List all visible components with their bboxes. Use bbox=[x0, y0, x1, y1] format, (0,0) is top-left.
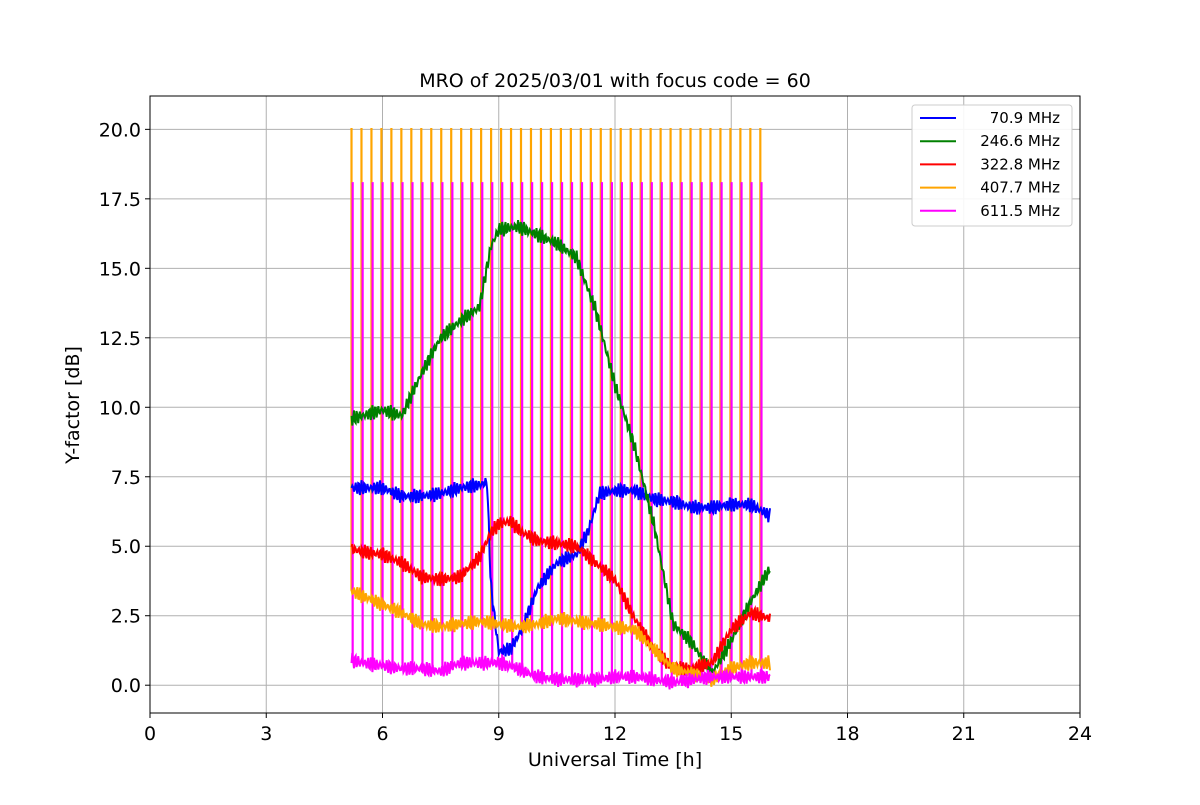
legend-box bbox=[911, 104, 1073, 227]
series-line bbox=[350, 219, 771, 679]
x-tick-label: 18 bbox=[835, 723, 859, 745]
y-tick-label: 15.0 bbox=[99, 258, 141, 280]
y-tick-label: 2.5 bbox=[111, 606, 141, 628]
x-tick-label: 6 bbox=[376, 723, 388, 745]
x-axis-label: Universal Time [h] bbox=[528, 749, 702, 771]
y-axis-label: Y-factor [dB] bbox=[62, 346, 84, 465]
x-tick-label: 3 bbox=[260, 723, 272, 745]
x-tick-label: 12 bbox=[603, 723, 627, 745]
x-tick-label: 9 bbox=[493, 723, 505, 745]
x-tick-label: 24 bbox=[1068, 723, 1092, 745]
legend-entry: 407.7 MHz bbox=[980, 179, 1060, 197]
y-tick-label: 5.0 bbox=[111, 536, 141, 558]
x-tick-label: 21 bbox=[952, 723, 976, 745]
series-lines bbox=[350, 219, 771, 690]
calibration-pulses bbox=[350, 127, 763, 683]
legend-entry: 611.5 MHz bbox=[980, 202, 1060, 220]
series-line bbox=[350, 586, 771, 687]
series-line bbox=[350, 477, 771, 659]
legend-entry: 246.6 MHz bbox=[980, 132, 1060, 150]
legend-entry: 70.9 MHz bbox=[990, 109, 1060, 127]
series-line bbox=[350, 652, 771, 690]
y-tick-label: 12.5 bbox=[99, 328, 141, 350]
legend-entry: 322.8 MHz bbox=[980, 155, 1060, 173]
y-tick-label: 10.0 bbox=[99, 397, 141, 419]
axis-ticks: 0 3 6 9 12 15 18 21 24 0.0 2.5 5.0 7.5 10.0 12.5 15.0 17… bbox=[99, 119, 1092, 745]
series-line bbox=[350, 515, 771, 676]
x-tick-label: 0 bbox=[144, 723, 156, 745]
y-tick-label: 20.0 bbox=[99, 119, 141, 141]
chart-title: MRO of 2025/03/01 with focus code = 60 bbox=[419, 70, 811, 92]
legend: 70.9 MHz 246.6 MHz 322.8 MHz 407.7 MHz 611.5… bbox=[911, 104, 1073, 227]
y-tick-label: 17.5 bbox=[99, 189, 141, 211]
y-tick-label: 7.5 bbox=[111, 467, 141, 489]
x-tick-label: 15 bbox=[719, 723, 743, 745]
y-tick-label: 0.0 bbox=[111, 675, 141, 697]
